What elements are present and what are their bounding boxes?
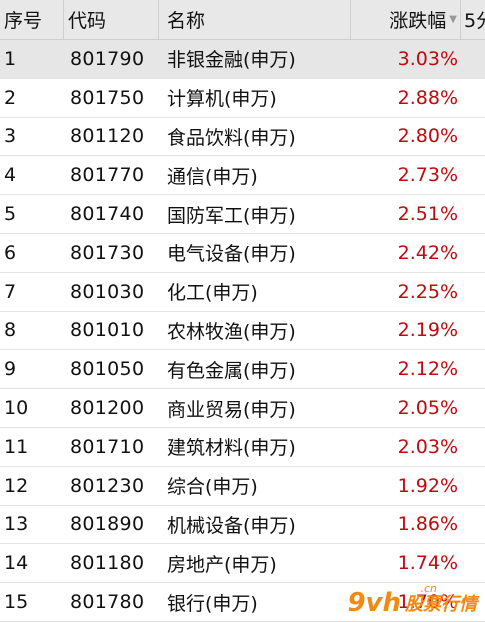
row-index: 2 xyxy=(4,86,17,109)
sort-desc-icon[interactable]: ▼ xyxy=(449,14,457,25)
column-header-name[interactable]: 名称 xyxy=(159,0,351,39)
table-row[interactable]: 9 801050 有色金属(申万) 2.12% xyxy=(0,350,485,390)
row-code: 801730 xyxy=(70,241,145,264)
row-code: 801030 xyxy=(70,280,145,303)
column-header-code[interactable]: 代码 xyxy=(64,0,159,39)
column-header-index[interactable]: 序号 xyxy=(0,0,64,39)
table-row[interactable]: 12 801230 综合(申万) 1.92% xyxy=(0,467,485,506)
table-row[interactable]: 14 801180 房地产(申万) 1.74% xyxy=(0,544,485,584)
row-code: 801750 xyxy=(70,86,145,109)
table-header: 序号 代码 名称 涨跌幅 ▼ 5分 xyxy=(0,0,485,40)
row-change: 3.03% xyxy=(397,47,458,70)
column-header-change[interactable]: 涨跌幅 ▼ xyxy=(351,0,461,39)
column-header-index-label: 序号 xyxy=(4,10,43,32)
row-name: 农林牧渔(申万) xyxy=(167,320,296,343)
column-header-extra-label: 5分 xyxy=(464,10,485,32)
table-row[interactable]: 5 801740 国防军工(申万) 2.51% xyxy=(0,195,485,234)
row-index: 9 xyxy=(4,358,17,381)
row-change: 2.42% xyxy=(397,241,458,264)
row-name: 房地产(申万) xyxy=(167,553,277,576)
row-index: 4 xyxy=(4,164,17,187)
column-header-extra[interactable]: 5分 xyxy=(461,0,485,39)
row-change: 1.74% xyxy=(397,552,458,575)
row-name: 银行(申万) xyxy=(167,592,258,615)
row-index: 3 xyxy=(4,125,17,148)
row-code: 801230 xyxy=(70,474,145,497)
row-index: 12 xyxy=(4,474,29,497)
column-header-code-label: 代码 xyxy=(68,10,107,32)
row-code: 801770 xyxy=(70,164,145,187)
row-index: 7 xyxy=(4,280,17,303)
row-name: 电气设备(申万) xyxy=(167,243,296,266)
row-code: 801180 xyxy=(70,552,145,575)
table-row[interactable]: 6 801730 电气设备(申万) 2.42% xyxy=(0,234,485,273)
row-index: 13 xyxy=(4,513,29,536)
row-code: 801200 xyxy=(70,397,145,420)
row-code: 801780 xyxy=(70,591,145,614)
row-index: 1 xyxy=(4,47,17,70)
row-code: 801050 xyxy=(70,358,145,381)
row-code: 801890 xyxy=(70,513,145,536)
row-change: 1.92% xyxy=(397,474,458,497)
row-change: 2.80% xyxy=(397,125,458,148)
row-index: 15 xyxy=(4,591,29,614)
row-change: 1.86% xyxy=(397,513,458,536)
row-code: 801120 xyxy=(70,125,145,148)
table-body: 1 801790 非银金融(申万) 3.03% 2 801750 计算机(申万) 2.88% 3… xyxy=(0,40,485,622)
row-change: 2.88% xyxy=(397,86,458,109)
row-index: 10 xyxy=(4,397,29,420)
row-name: 有色金属(申万) xyxy=(167,359,296,382)
row-name: 建筑材料(申万) xyxy=(167,437,296,460)
row-name: 商业贸易(申万) xyxy=(167,398,296,421)
table-row[interactable]: 7 801030 化工(申万) 2.25% xyxy=(0,273,485,312)
row-name: 非银金融(申万) xyxy=(167,49,296,72)
table-row[interactable]: 13 801890 机械设备(申万) 1.86% xyxy=(0,506,485,545)
table-row[interactable]: 11 801710 建筑材料(申万) 2.03% xyxy=(0,428,485,467)
row-change: 2.05% xyxy=(397,397,458,420)
table-row[interactable]: 10 801200 商业贸易(申万) 2.05% xyxy=(0,389,485,428)
row-change: 2.73% xyxy=(397,164,458,187)
row-name: 机械设备(申万) xyxy=(167,514,296,537)
row-code: 801710 xyxy=(70,435,145,458)
table-row[interactable]: 3 801120 食品饮料(申万) 2.80% xyxy=(0,118,485,157)
row-name: 计算机(申万) xyxy=(167,88,277,111)
table-row[interactable]: 2 801750 计算机(申万) 2.88% xyxy=(0,79,485,118)
row-code: 801790 xyxy=(70,47,145,70)
row-change: 2.25% xyxy=(397,280,458,303)
row-change: 2.03% xyxy=(397,435,458,458)
column-header-name-label: 名称 xyxy=(167,10,206,32)
row-name: 食品饮料(申万) xyxy=(167,126,296,149)
row-name: 综合(申万) xyxy=(167,476,258,499)
column-header-change-label: 涨跌幅 xyxy=(389,10,447,32)
table-row[interactable]: 1 801790 非银金融(申万) 3.03% xyxy=(0,40,485,79)
row-index: 5 xyxy=(4,203,17,226)
table-row[interactable]: 8 801010 农林牧渔(申万) 2.19% xyxy=(0,312,485,351)
row-change: 1.70% xyxy=(397,591,458,614)
row-index: 6 xyxy=(4,241,17,264)
row-change: 2.51% xyxy=(397,203,458,226)
row-name: 通信(申万) xyxy=(167,165,258,188)
row-index: 8 xyxy=(4,319,17,342)
row-change: 2.12% xyxy=(397,358,458,381)
row-name: 国防军工(申万) xyxy=(167,204,296,227)
row-index: 14 xyxy=(4,552,29,575)
row-code: 801010 xyxy=(70,319,145,342)
row-code: 801740 xyxy=(70,203,145,226)
row-change: 2.19% xyxy=(397,319,458,342)
row-index: 11 xyxy=(4,435,29,458)
table-row[interactable]: 15 801780 银行(申万) 1.70% xyxy=(0,583,485,622)
row-name: 化工(申万) xyxy=(167,282,258,305)
table-row[interactable]: 4 801770 通信(申万) 2.73% xyxy=(0,156,485,196)
